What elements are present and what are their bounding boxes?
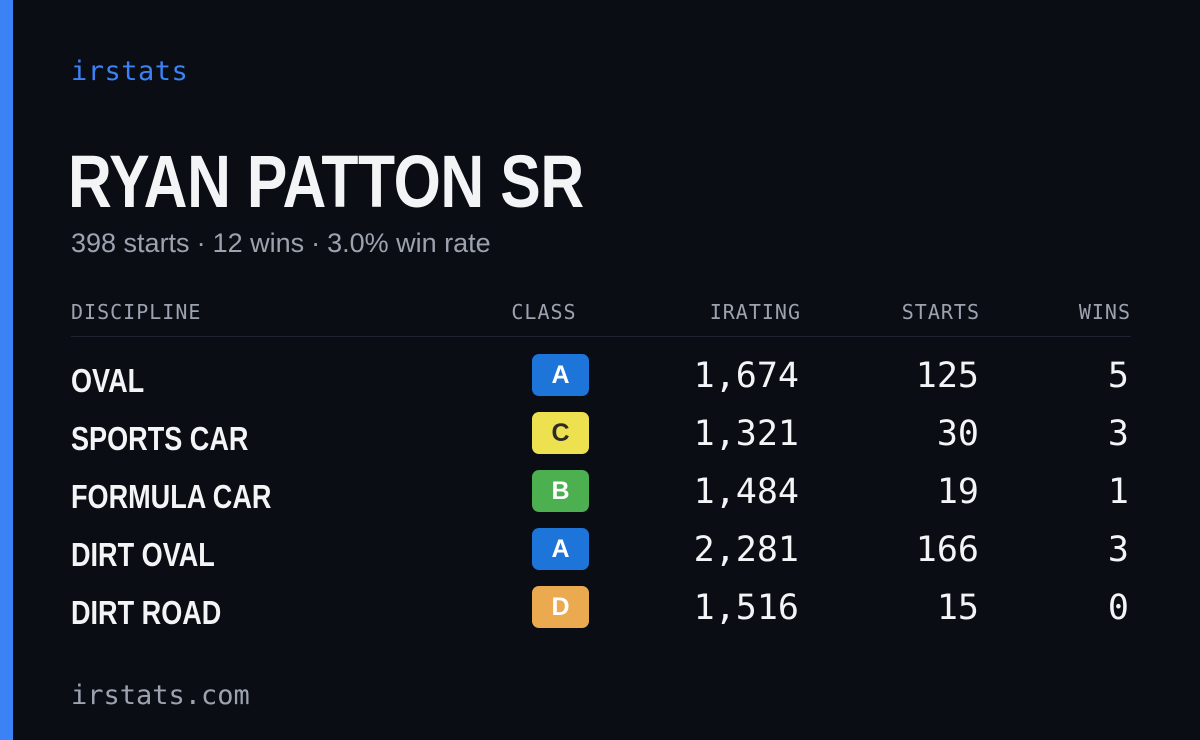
- table-row: SPORTS CAR C 1,321 30 3: [71, 412, 1131, 470]
- wins-value: 5: [1107, 356, 1129, 396]
- starts-value: 166: [915, 530, 979, 570]
- class-badge: A: [532, 354, 589, 396]
- discipline-name: DIRT OVAL: [71, 536, 215, 573]
- wins-value: 3: [1107, 414, 1129, 454]
- discipline-name: FORMULA CAR: [71, 478, 272, 515]
- class-badge: D: [532, 586, 589, 628]
- table-row: DIRT ROAD D 1,516 15 0: [71, 586, 1131, 644]
- starts-value: 15: [936, 588, 979, 628]
- class-badge: C: [532, 412, 589, 454]
- class-badge: B: [532, 470, 589, 512]
- discipline-name: DIRT ROAD: [71, 594, 222, 631]
- discipline-name: OVAL: [71, 362, 145, 399]
- driver-name: RYAN PATTON SR: [68, 140, 584, 223]
- accent-bar: [0, 0, 13, 740]
- header-starts: STARTS: [901, 300, 980, 324]
- driver-summary: 398 starts · 12 wins · 3.0% win rate: [71, 228, 491, 259]
- starts-value: 125: [915, 356, 979, 396]
- wins-value: 3: [1107, 530, 1129, 570]
- footer-url[interactable]: irstats.com: [71, 680, 250, 711]
- summary-win-rate: 3.0% win rate: [327, 228, 491, 258]
- discipline-name: SPORTS CAR: [71, 420, 249, 457]
- header-irating: IRATING: [709, 300, 801, 324]
- summary-separator: ·: [311, 228, 321, 258]
- irating-value: 1,321: [693, 414, 799, 454]
- irating-value: 2,281: [693, 530, 799, 570]
- summary-starts: 398 starts: [71, 228, 190, 258]
- header-discipline: DISCIPLINE: [71, 300, 202, 324]
- irating-value: 1,516: [693, 588, 799, 628]
- header-class: CLASS: [511, 300, 577, 324]
- table-row: OVAL A 1,674 125 5: [71, 354, 1131, 412]
- table-row: FORMULA CAR B 1,484 19 1: [71, 470, 1131, 528]
- wins-value: 0: [1107, 588, 1129, 628]
- class-badge: A: [532, 528, 589, 570]
- irating-value: 1,674: [693, 356, 799, 396]
- header-wins: WINS: [1078, 300, 1131, 324]
- brand-logo[interactable]: irstats: [71, 56, 189, 87]
- table-row: DIRT OVAL A 2,281 166 3: [71, 528, 1131, 586]
- irating-value: 1,484: [693, 472, 799, 512]
- table-header: DISCIPLINE CLASS IRATING STARTS WINS: [71, 300, 1131, 337]
- summary-separator: ·: [196, 228, 206, 258]
- starts-value: 30: [936, 414, 979, 454]
- summary-wins: 12 wins: [212, 228, 305, 258]
- starts-value: 19: [936, 472, 979, 512]
- wins-value: 1: [1107, 472, 1129, 512]
